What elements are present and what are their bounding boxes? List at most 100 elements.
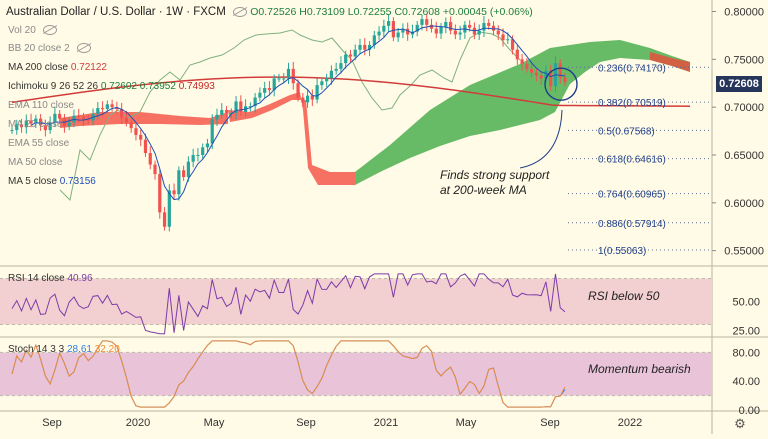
candle-body (530, 68, 534, 73)
candle-body (258, 92, 262, 98)
time-tick-label: May (456, 417, 477, 429)
time-tick-label: Sep (42, 417, 62, 429)
candle-body (186, 161, 190, 177)
candle-body (477, 30, 481, 35)
legend-stoch-d: 32.20 (94, 344, 120, 355)
candle-body (67, 122, 71, 127)
candle-body (110, 104, 114, 108)
candle-body (329, 70, 334, 79)
legend-ma50[interactable]: MA 50 close (8, 157, 62, 168)
symbol-title: Australian Dollar / U.S. Dollar · 1W · F… (6, 6, 226, 18)
candle-body (482, 22, 486, 31)
candle-body (196, 154, 200, 156)
candle-body (291, 68, 295, 84)
legend-stoch[interactable]: Stoch 14 3 3 28.61 32.20 (8, 344, 120, 355)
candle-body (382, 25, 386, 32)
candle-body (229, 112, 233, 114)
candle-body (487, 22, 491, 26)
legend-ema110[interactable]: EMA 110 close (8, 100, 74, 111)
candle-body (86, 119, 90, 121)
legend-ma5-value: 0.73156 (59, 176, 96, 187)
legend-rsi-value: 40.96 (67, 273, 93, 284)
candle-body (429, 24, 434, 29)
legend-ma-hidden[interactable]: MA 20 close (8, 119, 62, 130)
candle-body (558, 63, 562, 78)
ma5-line (30, 25, 566, 201)
visibility-eye-icon[interactable] (233, 6, 248, 17)
candle-body (105, 104, 109, 110)
candle-body (162, 212, 167, 227)
candle-body (448, 22, 453, 31)
support-annotation-line1: Finds strong support (440, 168, 550, 182)
legend-stoch-label: Stoch 14 3 3 (8, 344, 65, 355)
time-tick-label: 2022 (618, 417, 642, 429)
ichimoku-cloud-bearish (228, 92, 355, 185)
stoch-tick-label: 80.00 (732, 347, 760, 359)
legend-vol-label: Vol 20 (8, 25, 36, 36)
candle-body (363, 44, 367, 50)
candle-body (272, 78, 276, 90)
support-highlight-circle (544, 67, 578, 101)
candle-body (367, 44, 372, 50)
stoch-tick-label: 0.00 (739, 405, 760, 417)
price-tick-label: 0.80000 (724, 6, 764, 18)
candle-body (34, 118, 38, 124)
candle-body (506, 39, 510, 41)
ma200-line (11, 76, 691, 107)
settings-gear-icon[interactable]: ⚙ (734, 416, 746, 431)
candle-body (210, 119, 214, 144)
candle-body (53, 113, 57, 123)
legend-ema55-label: EMA 55 close (8, 138, 70, 149)
price-tick-label: 0.55000 (724, 246, 764, 258)
candle-body (458, 32, 462, 35)
rsi-line (11, 273, 566, 335)
candle-body (153, 164, 157, 175)
candle-body (43, 125, 47, 131)
legend-ichimoku-v2: 0.73952 (139, 81, 176, 92)
legend-ma5-label: MA 5 close (8, 176, 57, 187)
fib-level-label: 0.886(0.57914) (598, 219, 666, 230)
candle-body (15, 124, 19, 131)
candle-body (420, 19, 424, 25)
legend-ema55[interactable]: EMA 55 close (8, 138, 69, 149)
candle-body (177, 170, 181, 195)
candle-body (286, 68, 291, 79)
candle-body (391, 21, 395, 38)
legend-ma-hidden-label: MA 20 close (8, 119, 63, 130)
candle-body (415, 24, 419, 32)
candle-body (296, 83, 300, 98)
fib-level-label: 0.382(0.70519) (598, 98, 666, 109)
candle-body (491, 25, 496, 31)
legend-ichimoku[interactable]: Ichimoku 9 26 52 26 0.72602 0.73952 0.74… (8, 81, 215, 92)
candle-body (453, 30, 457, 35)
hidden-eye-icon[interactable] (76, 43, 91, 54)
last-price-badge: 0.72608 (716, 76, 762, 92)
candle-body (510, 39, 515, 50)
time-tick-label: Sep (540, 417, 560, 429)
time-tick-label: May (204, 417, 225, 429)
legend-vol[interactable]: Vol 20 (8, 25, 57, 36)
stoch-annotation: Momentum bearish (588, 362, 691, 376)
hidden-eye-icon[interactable] (42, 25, 57, 36)
time-tick-label: 2020 (126, 417, 150, 429)
candle-body (96, 108, 100, 114)
legend-bb-label: BB 20 close 2 (8, 43, 70, 54)
time-tick-label: 2021 (374, 417, 398, 429)
legend-ma5[interactable]: MA 5 close 0.73156 (8, 176, 96, 187)
candle-body (468, 24, 472, 28)
candle-body (401, 28, 405, 33)
candle-body (24, 120, 28, 128)
ichimoku-cloud-bearish (60, 112, 228, 128)
legend-stoch-k: 28.61 (66, 344, 92, 355)
legend-ma50-label: MA 50 close (8, 157, 63, 168)
candle-body (520, 59, 524, 65)
rsi-tick-label: 50.00 (732, 297, 760, 309)
candle-body (81, 116, 86, 120)
legend-ichimoku-v3: 0.74993 (178, 81, 215, 92)
legend-ma200[interactable]: MA 200 close 0.72122 (8, 62, 107, 73)
candle-body (120, 109, 124, 118)
legend-rsi[interactable]: RSI 14 close 40.96 (8, 273, 93, 284)
legend-bb[interactable]: BB 20 close 2 (8, 43, 91, 54)
